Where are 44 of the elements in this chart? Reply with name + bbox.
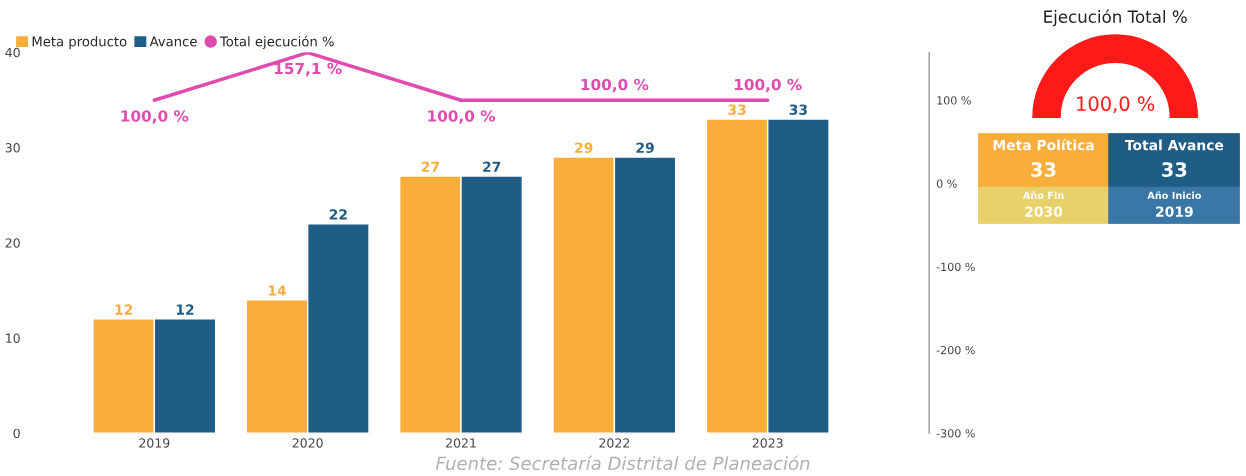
y-tick-label: 30 [5, 143, 20, 153]
y2-tick-label: 100 % [937, 96, 971, 105]
category-label: Total Avance [1124, 139, 1224, 151]
y-tick-label: 20 [5, 238, 20, 248]
x-tick-label: 2020 [292, 438, 323, 448]
category-label: Año Inicio [1147, 191, 1202, 200]
x-tick-label: 2021 [446, 438, 476, 448]
category-label: Meta Política [993, 139, 1094, 151]
data-label: 27 [483, 161, 501, 172]
data-label: 100,0 % [121, 110, 189, 124]
data-label: 100,0 % [734, 78, 802, 93]
data-label: 22 [329, 209, 347, 220]
data-label: 27 [421, 161, 439, 172]
source-note: Fuente: Secretaría Distrital de Planeación [435, 455, 810, 471]
y-tick-label: 10 [6, 333, 20, 343]
data-label: 33 [789, 104, 807, 115]
category-label: Año Fin [1022, 191, 1064, 200]
legend-label: Meta producto [32, 36, 127, 49]
legend-label: Avance [149, 36, 197, 47]
data-label: 157,1 % [274, 62, 342, 77]
y-tick-label: 40 [5, 47, 20, 58]
x-tick-label: 2022 [599, 438, 630, 448]
data-label: 29 [636, 142, 654, 153]
x-tick-label: 2023 [752, 438, 783, 448]
y2-tick-label: -200 % [936, 345, 975, 355]
data-label: 33 [728, 104, 746, 115]
data-label: 33 [1162, 162, 1187, 177]
data-label: 2030 [1025, 206, 1063, 217]
y2-tick-label: 0 % [936, 179, 957, 188]
data-label: 12 [176, 304, 194, 315]
chart-title: Ejecución Total % [1044, 9, 1187, 27]
data-label: 33 [1031, 162, 1056, 177]
y2-tick-label: -100 % [936, 262, 975, 272]
data-label: 12 [115, 304, 133, 315]
data-label: 100,0 % [581, 78, 649, 93]
y2-tick-label: -300 % [936, 429, 975, 438]
x-tick-label: 2019 [139, 438, 170, 448]
y-tick-label: 0 [13, 428, 20, 439]
legend-label: Total ejecución % [219, 35, 334, 49]
data-label: 100,0 % [1077, 96, 1155, 114]
data-label: 14 [268, 285, 287, 296]
data-label: 2019 [1156, 206, 1193, 217]
data-label: 100,0 % [428, 110, 496, 124]
data-label: 29 [575, 142, 593, 153]
